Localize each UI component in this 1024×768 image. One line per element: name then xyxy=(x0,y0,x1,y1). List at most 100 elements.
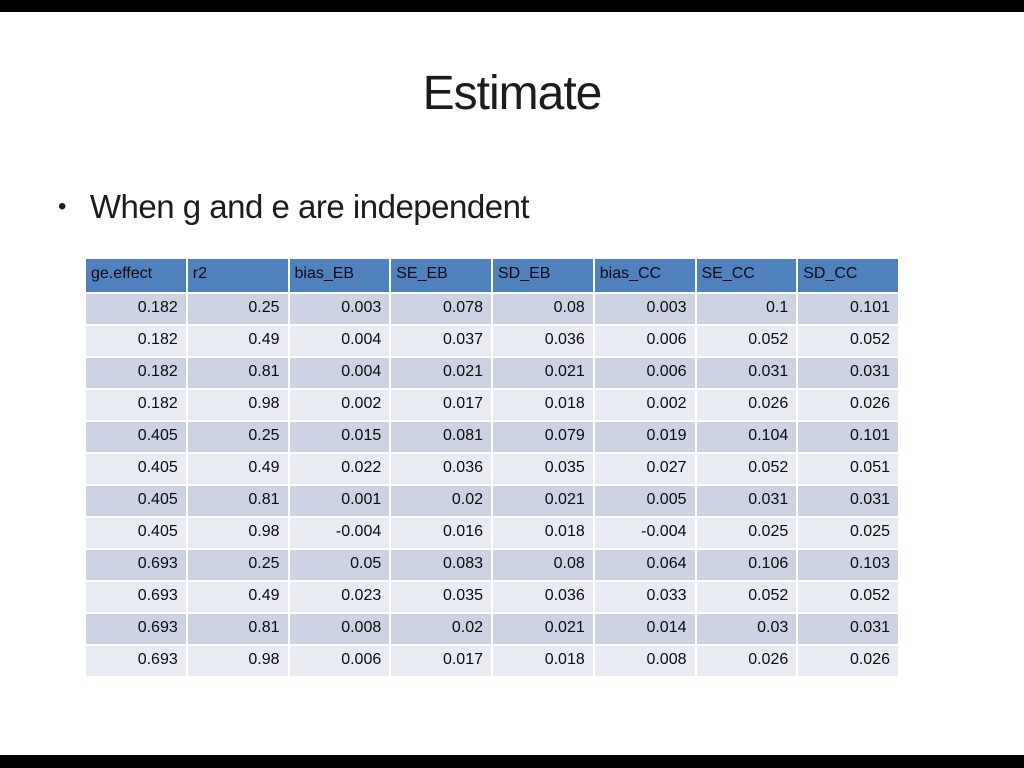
letterbox-bar-bottom xyxy=(0,755,1024,768)
letterbox-bar-top xyxy=(0,0,1024,12)
table-row: 0.182 0.81 0.004 0.021 0.021 0.006 0.031 0.031 xyxy=(84,356,900,390)
table-cell: 0.026 xyxy=(694,388,799,422)
table-cell: 0.035 xyxy=(389,580,493,614)
table-cell: 0.052 xyxy=(694,452,799,486)
table-row: 0.182 0.49 0.004 0.037 0.036 0.006 0.052 0.052 xyxy=(84,324,900,358)
table-cell: 0.031 xyxy=(796,484,900,518)
table-cell: 0.101 xyxy=(796,420,900,454)
table-cell: 0.002 xyxy=(592,388,697,422)
table-cell: 0.693 xyxy=(84,644,188,678)
table-cell: 0.182 xyxy=(84,292,188,326)
table-cell: 0.064 xyxy=(592,548,697,582)
table-cell: 0.019 xyxy=(592,420,697,454)
table-cell: 0.052 xyxy=(796,324,900,358)
table-cell: 0.106 xyxy=(694,548,799,582)
table-cell: 0.023 xyxy=(287,580,392,614)
results-table-header: ge.effect r2 bias_EB SE_EB SD_EB bias_CC SE_CC… xyxy=(84,257,900,294)
column-header-SD_CC: SD_CC xyxy=(796,257,900,294)
table-cell: 0.405 xyxy=(84,516,188,550)
table-cell: 0.018 xyxy=(491,388,595,422)
table-cell: 0.036 xyxy=(389,452,493,486)
table-cell: 0.006 xyxy=(592,356,697,390)
results-table-body: 0.182 0.25 0.003 0.078 0.08 0.003 0.1 0.101 0.18… xyxy=(84,292,900,678)
table-cell: -0.004 xyxy=(287,516,392,550)
table-cell: 0.405 xyxy=(84,484,188,518)
table-cell: 0.004 xyxy=(287,324,392,358)
table-cell: 0.037 xyxy=(389,324,493,358)
table-cell: 0.008 xyxy=(287,612,392,646)
bullet-text: When g and e are independent xyxy=(89,188,530,225)
table-cell: 0.103 xyxy=(796,548,900,582)
table-cell: 0.003 xyxy=(592,292,697,326)
table-row: 0.405 0.98 -0.004 0.016 0.018 -0.004 0.025 0.02… xyxy=(84,516,900,550)
page-title: Estimate xyxy=(422,67,603,120)
table-cell: 0.006 xyxy=(592,324,697,358)
results-table-container: ge.effect r2 bias_EB SE_EB SD_EB bias_CC SE_CC… xyxy=(84,257,900,678)
table-cell: 0.182 xyxy=(84,324,188,358)
table-cell: 0.693 xyxy=(84,580,188,614)
table-cell: 0.081 xyxy=(389,420,493,454)
column-header-ge.effect: ge.effect xyxy=(84,257,188,294)
table-cell: 0.182 xyxy=(84,356,188,390)
table-cell: 0.001 xyxy=(287,484,392,518)
table-cell: 0.025 xyxy=(796,516,900,550)
bullet-line: • When g and e are independent xyxy=(58,188,958,226)
table-cell: 0.052 xyxy=(796,580,900,614)
table-cell: 0.405 xyxy=(84,420,188,454)
table-cell: 0.031 xyxy=(796,356,900,390)
table-cell: 0.003 xyxy=(287,292,392,326)
table-cell: 0.005 xyxy=(592,484,697,518)
table-cell: 0.008 xyxy=(592,644,697,678)
table-cell: 0.08 xyxy=(491,548,595,582)
table-cell: 0.026 xyxy=(796,388,900,422)
table-cell: 0.021 xyxy=(491,484,595,518)
column-header-r2: r2 xyxy=(185,257,290,294)
table-cell: 0.021 xyxy=(491,612,595,646)
column-header-SD_EB: SD_EB xyxy=(491,257,595,294)
table-cell: 0.25 xyxy=(185,292,290,326)
table-cell: 0.03 xyxy=(694,612,799,646)
table-cell: 0.026 xyxy=(796,644,900,678)
table-cell: 0.104 xyxy=(694,420,799,454)
table-cell: 0.022 xyxy=(287,452,392,486)
table-cell: 0.49 xyxy=(185,452,290,486)
table-cell: 0.81 xyxy=(185,612,290,646)
table-row: 0.405 0.49 0.022 0.036 0.035 0.027 0.052 0.051 xyxy=(84,452,900,486)
table-cell: 0.017 xyxy=(389,644,493,678)
table-cell: 0.002 xyxy=(287,388,392,422)
table-cell: 0.98 xyxy=(185,644,290,678)
table-row: 0.693 0.49 0.023 0.035 0.036 0.033 0.052 0.052 xyxy=(84,580,900,614)
table-cell: 0.05 xyxy=(287,548,392,582)
table-row: 0.693 0.81 0.008 0.02 0.021 0.014 0.03 0.031 xyxy=(84,612,900,646)
table-cell: 0.98 xyxy=(185,388,290,422)
table-cell: 0.81 xyxy=(185,356,290,390)
table-cell: 0.018 xyxy=(491,516,595,550)
table-row: 0.405 0.81 0.001 0.02 0.021 0.005 0.031 0.031 xyxy=(84,484,900,518)
table-cell: 0.1 xyxy=(694,292,799,326)
table-cell: 0.018 xyxy=(491,644,595,678)
table-row: 0.182 0.25 0.003 0.078 0.08 0.003 0.1 0.101 xyxy=(84,292,900,326)
table-cell: 0.015 xyxy=(287,420,392,454)
table-cell: 0.014 xyxy=(592,612,697,646)
table-cell: 0.025 xyxy=(694,516,799,550)
table-cell: 0.083 xyxy=(389,548,493,582)
table-row: 0.405 0.25 0.015 0.081 0.079 0.019 0.104 0.101 xyxy=(84,420,900,454)
table-cell: 0.021 xyxy=(491,356,595,390)
table-cell: 0.101 xyxy=(796,292,900,326)
table-cell: 0.98 xyxy=(185,516,290,550)
table-cell: 0.693 xyxy=(84,548,188,582)
table-cell: 0.08 xyxy=(491,292,595,326)
table-cell: 0.49 xyxy=(185,580,290,614)
table-cell: 0.81 xyxy=(185,484,290,518)
table-cell: 0.079 xyxy=(491,420,595,454)
table-cell: 0.693 xyxy=(84,612,188,646)
table-cell: 0.026 xyxy=(694,644,799,678)
table-cell: 0.031 xyxy=(694,356,799,390)
table-cell: 0.182 xyxy=(84,388,188,422)
table-cell: 0.02 xyxy=(389,612,493,646)
table-cell: 0.49 xyxy=(185,324,290,358)
column-header-SE_EB: SE_EB xyxy=(389,257,493,294)
table-cell: 0.031 xyxy=(694,484,799,518)
table-cell: 0.016 xyxy=(389,516,493,550)
